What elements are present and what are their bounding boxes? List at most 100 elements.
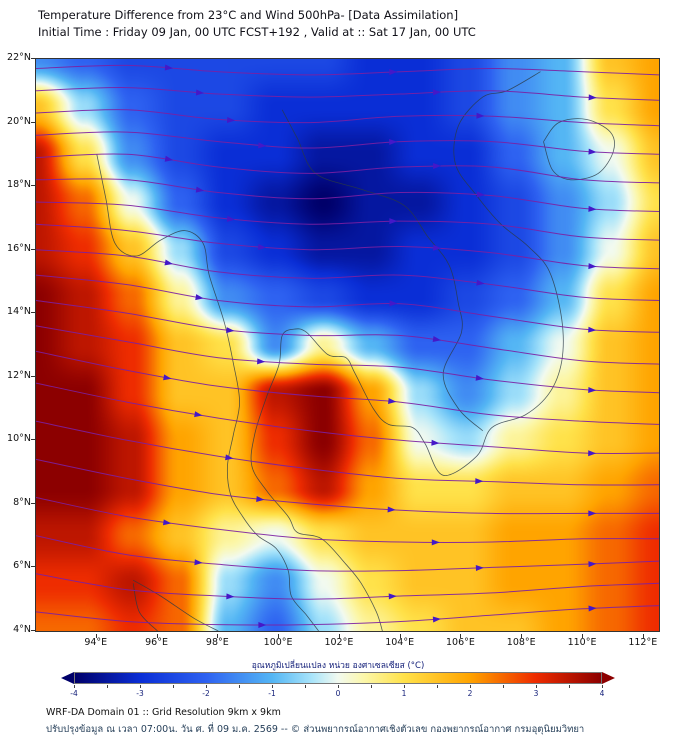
wind-arrow-icon: [195, 89, 205, 96]
colorbar-gradient: [74, 672, 602, 684]
wind-arrow-icon: [588, 450, 597, 457]
colorbar-tick-label: 2: [467, 689, 473, 698]
lon-tick-label: 108°E: [506, 637, 536, 648]
colorbar-tick-label: -1: [268, 689, 276, 698]
wind-streamline: [36, 249, 659, 301]
colorbar-title: อุณหภูมิเปลี่ยนแปลง หน่วย องศาเซลเซียส (…: [251, 661, 425, 671]
colorbar-minor-tick: [569, 685, 570, 688]
colorbar-minor-tick: [602, 685, 603, 688]
coastline: [543, 118, 615, 181]
wind-arrow-icon: [258, 142, 267, 149]
lat-tick-label: 10°N: [7, 433, 31, 445]
wind-streamline: [36, 178, 659, 212]
wind-streamline: [36, 458, 659, 515]
lon-tick-mark: [156, 634, 158, 638]
wind-streamline: [36, 420, 659, 486]
colorbar-tick-label: 0: [335, 689, 341, 698]
wind-streamline: [36, 535, 659, 572]
wind-arrow-icon: [433, 244, 442, 251]
wind-arrow-icon: [162, 519, 172, 526]
colorbar-minor-tick: [173, 685, 174, 688]
wind-arrow-icon: [389, 139, 398, 146]
colorbar-tick-label: -4: [70, 689, 78, 698]
wind-arrow-icon: [163, 374, 172, 381]
lat-tick-label: 4°N: [13, 624, 31, 635]
wind-arrow-icon: [194, 559, 203, 566]
lon-tick-label: 104°E: [385, 637, 415, 648]
wind-arrow-icon: [164, 64, 173, 71]
footer-domain-info: WRF-DA Domain 01 :: Grid Resolution 9km …: [46, 707, 281, 718]
colorbar-minor-tick: [107, 685, 108, 688]
lat-tick-label: 14°N: [7, 306, 31, 318]
lat-tick-mark: [31, 312, 35, 314]
wind-arrow-icon: [258, 622, 267, 629]
lon-tick-label: 106°E: [446, 637, 475, 648]
coastline: [132, 583, 158, 631]
colorbar-minor-tick: [371, 685, 372, 688]
wind-streamline-overlay: [36, 64, 659, 631]
wind-arrow-icon: [588, 94, 597, 101]
wind-arrow-icon: [475, 565, 484, 572]
colorbar-tick-label: 3: [533, 689, 539, 698]
wind-streamline: [36, 605, 659, 626]
wind-arrow-icon: [257, 358, 266, 365]
lon-tick-mark: [95, 634, 97, 638]
wind-arrow-icon: [194, 411, 203, 418]
wind-streamline: [36, 573, 659, 600]
lon-tick-mark: [399, 634, 401, 638]
colorbar-minor-tick: [338, 685, 339, 688]
lon-tick-mark: [217, 634, 219, 638]
lon-tick-label: 110°E: [567, 637, 597, 648]
wind-arrow-icon: [226, 117, 236, 124]
header: Temperature Difference from 23°C and Win…: [38, 7, 476, 41]
lon-tick-label: 96°E: [145, 637, 168, 648]
lat-tick-label: 12°N: [7, 369, 31, 381]
wind-streamline: [36, 201, 659, 241]
wind-arrow-icon: [431, 539, 440, 546]
wind-streamline: [36, 223, 659, 270]
lon-tick-mark: [338, 634, 340, 638]
lon-tick-mark: [278, 634, 280, 638]
colorbar-minor-tick: [470, 685, 471, 688]
wind-arrow-icon: [588, 561, 597, 568]
map-subtitle: Initial Time : Friday 09 Jan, 00 UTC FCS…: [38, 25, 476, 39]
wind-arrow-icon: [476, 112, 485, 119]
lon-tick-label: 98°E: [205, 637, 229, 648]
colorbar-tick-label: -2: [202, 689, 210, 698]
lat-tick-label: 6°N: [13, 560, 31, 572]
lat-tick-label: 22°N: [7, 52, 31, 63]
lon-tick-mark: [582, 634, 584, 638]
wind-arrow-icon: [588, 263, 597, 270]
wind-arrow-icon: [387, 506, 396, 513]
map-plot-area: [35, 58, 660, 632]
colorbar-minor-tick: [140, 685, 141, 688]
wind-arrow-icon: [588, 326, 597, 333]
colorbar-left-arrow-icon: [61, 672, 74, 684]
lon-tick-mark: [642, 634, 644, 638]
wind-arrow-icon: [226, 327, 235, 334]
wind-streamline: [36, 382, 659, 454]
wind-arrow-icon: [164, 155, 174, 162]
footer-thai-credit: ปรับปรุงข้อมูล ณ เวลา 07:00น. วัน ศ. ที่…: [46, 724, 585, 735]
wind-streamline: [36, 497, 659, 543]
coastline: [96, 154, 319, 631]
wind-arrow-icon: [432, 616, 441, 623]
lat-tick-label: 20°N: [7, 115, 31, 127]
wind-streamline: [36, 350, 659, 425]
temperature-heatmap-canvas: [36, 59, 659, 631]
lat-tick-label: 8°N: [13, 496, 31, 508]
colorbar-minor-tick: [239, 685, 240, 688]
colorbar-right-arrow-icon: [602, 672, 615, 684]
wind-arrow-icon: [256, 496, 265, 503]
wind-arrow-icon: [389, 218, 398, 225]
wind-arrow-icon: [226, 593, 235, 600]
wind-arrow-icon: [588, 205, 597, 212]
wind-arrow-icon: [433, 163, 442, 170]
lon-tick-label: 100°E: [263, 637, 293, 648]
lon-tick-label: 102°E: [324, 637, 354, 648]
lat-tick-mark: [31, 248, 35, 250]
wind-arrow-icon: [475, 478, 484, 485]
wind-arrow-icon: [389, 300, 398, 307]
wind-arrow-icon: [476, 191, 485, 198]
